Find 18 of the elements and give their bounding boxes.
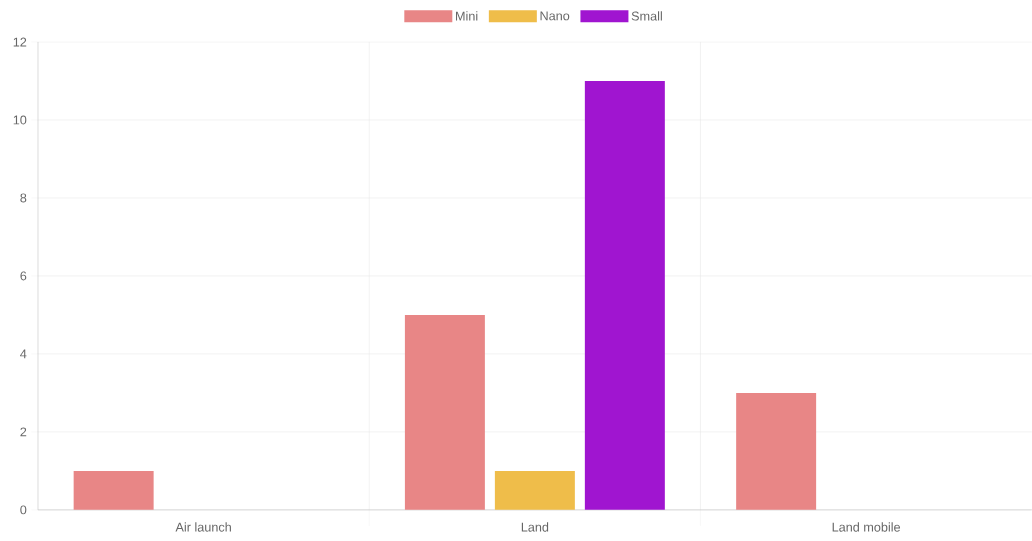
x-tick-label: Air launch [175,522,231,532]
y-tick-label: 6 [20,271,27,281]
legend-label: Small [631,11,662,21]
x-tick-label: Land mobile [832,522,901,532]
legend-label: Nano [540,11,570,21]
bar [494,470,575,510]
legend-label: Mini [456,11,478,21]
y-tick-label: 12 [13,37,27,47]
y-tick-label: 2 [20,427,27,437]
bar [584,81,665,510]
bar [73,470,154,510]
y-tick-label: 4 [20,349,27,359]
y-tick-label: 8 [20,193,27,203]
y-tick-label: 10 [13,115,27,125]
y-tick-label: 0 [20,505,27,515]
x-tick-label: Land [521,522,549,532]
bar [736,392,817,510]
bar [404,314,485,510]
